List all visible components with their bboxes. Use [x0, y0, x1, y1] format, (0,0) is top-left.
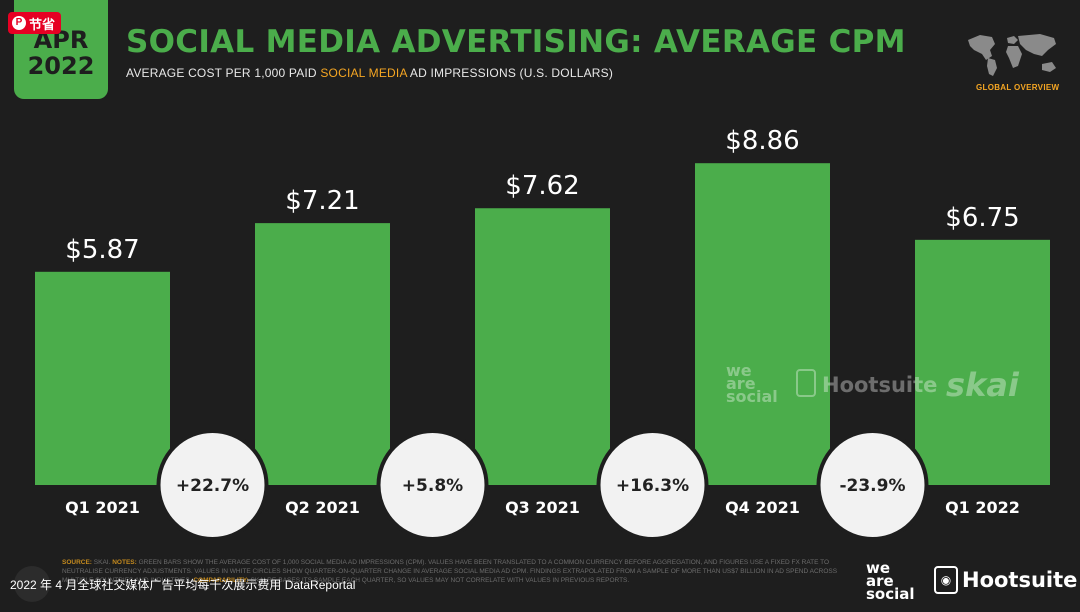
- pinterest-icon: P: [12, 16, 26, 30]
- bar-3: [475, 208, 610, 486]
- world-map-icon: [968, 34, 1056, 76]
- bar-2: [255, 223, 390, 485]
- logo-we: we: [866, 559, 891, 577]
- subtitle-highlight: SOCIAL MEDIA: [320, 66, 407, 80]
- image-caption: 2022 年 4 月全球社交媒体广告平均每千次展示费用 DataReportal: [10, 578, 356, 592]
- category-label-4: Q4 2021: [725, 498, 800, 517]
- category-label-3: Q3 2021: [505, 498, 580, 517]
- source-text: SKAI.: [93, 559, 111, 566]
- logo-are: are: [866, 572, 894, 590]
- bars-layer: [35, 163, 1050, 486]
- value-label-3: $7.62: [505, 171, 579, 201]
- change-label-4: -23.9%: [839, 476, 905, 496]
- subtitle-start: AVERAGE COST PER 1,000 PAID: [126, 66, 321, 80]
- global-overview-label: GLOBAL OVERVIEW: [976, 83, 1060, 92]
- we-are-social-logo: we are social: [866, 559, 915, 603]
- notes-text: GREEN BARS SHOW THE AVERAGE COST OF 1,00…: [62, 559, 838, 584]
- pin-save-label: 节省: [29, 16, 56, 32]
- chart-subtitle: AVERAGE COST PER 1,000 PAID SOCIAL MEDIA…: [126, 66, 613, 80]
- comparability-text: SKAI RE-BASES ITS SAMPLE EACH QUARTER, S…: [250, 577, 630, 584]
- value-label-5: $6.75: [945, 203, 1019, 233]
- change-circle-3: [596, 429, 709, 541]
- change-circle-4: [816, 429, 929, 541]
- watermark-social: social: [726, 387, 778, 406]
- watermark-we: we: [726, 361, 752, 380]
- change-circles-layer: +22.7% +5.8% +16.3% -23.9%: [156, 429, 929, 541]
- hootsuite-logo: ◉ Hootsuite: [934, 566, 1077, 594]
- badge-year: 2022: [27, 51, 95, 80]
- watermark-owl-icon: [796, 369, 816, 397]
- watermark-hootsuite: Hootsuite: [822, 373, 937, 397]
- category-label-2: Q2 2021: [285, 498, 360, 517]
- category-label-1: Q1 2021: [65, 498, 140, 517]
- value-label-2: $7.21: [285, 186, 359, 216]
- value-label-1: $5.87: [65, 235, 139, 265]
- change-label-3: +16.3%: [616, 476, 689, 496]
- change-label-2: +5.8%: [402, 476, 463, 496]
- logo-social: social: [866, 585, 915, 603]
- footer: SOURCE: SKAI. NOTES: GREEN BARS SHOW THE…: [0, 554, 1080, 612]
- bar-1: [35, 271, 170, 485]
- footer-notes: SOURCE: SKAI. NOTES: GREEN BARS SHOW THE…: [62, 558, 842, 585]
- labels-layer: $5.87 Q1 2021 $7.21 Q2 2021 $7.62 Q3 2021 $8.8…: [65, 126, 1020, 517]
- watermark-layer: we are social Hootsuite skai: [726, 361, 1020, 406]
- subtitle-end: AD IMPRESSIONS (U.S. DOLLARS): [407, 66, 614, 80]
- watermark-skai: skai: [946, 366, 1020, 404]
- pinterest-save-button[interactable]: P 节省: [8, 12, 62, 34]
- comparability-label: COMPARABILITY:: [193, 577, 249, 584]
- value-label-4: $8.86: [725, 126, 799, 156]
- change-circle-2: [376, 429, 489, 541]
- watermark-are: are: [726, 374, 756, 393]
- hootsuite-text: Hootsuite: [962, 568, 1078, 592]
- notes-label: NOTES:: [112, 559, 137, 566]
- change-label-1: +22.7%: [176, 476, 249, 496]
- overlay-circle-button[interactable]: [14, 566, 50, 602]
- category-label-5: Q1 2022: [945, 498, 1020, 517]
- page-title: SOCIAL MEDIA ADVERTISING: AVERAGE CPM: [126, 24, 906, 60]
- bar-5: [915, 239, 1050, 485]
- source-label: SOURCE:: [62, 559, 92, 566]
- change-circle-1: [156, 429, 269, 541]
- bar-4: [695, 163, 830, 485]
- owl-icon: ◉: [934, 566, 958, 594]
